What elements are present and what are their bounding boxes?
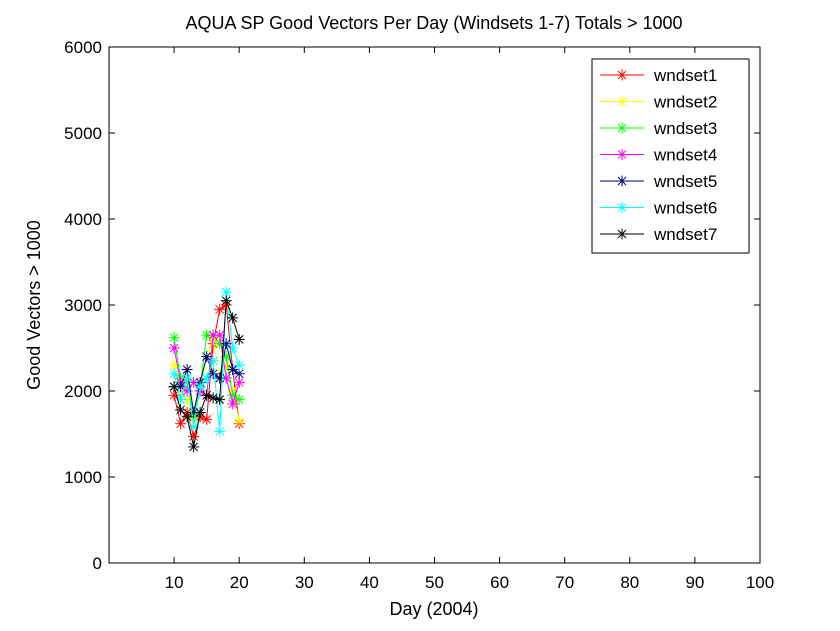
legend-label: wndset7	[653, 225, 717, 244]
y-tick-label: 6000	[64, 38, 102, 57]
y-tick-label: 2000	[64, 382, 102, 401]
data-point	[214, 329, 226, 341]
legend-marker	[616, 149, 628, 160]
series-wndset1	[168, 299, 245, 443]
data-point	[227, 342, 239, 354]
data-point	[175, 394, 187, 406]
series-layer	[168, 286, 245, 453]
data-point	[181, 372, 193, 384]
data-point	[201, 413, 213, 425]
legend-item-wndset1: wndset1	[600, 66, 717, 85]
y-tick-label: 0	[93, 554, 102, 573]
data-point	[233, 415, 245, 427]
legend: wndset1 wndset2 wndset3 wndset4 wndset5 wndse…	[591, 58, 750, 254]
x-tick-label: 80	[620, 573, 639, 592]
data-point	[207, 368, 219, 380]
data-point	[207, 355, 219, 367]
data-point	[194, 407, 206, 418]
legend-label: wndset2	[653, 93, 717, 112]
data-point	[214, 425, 226, 437]
data-point	[207, 392, 219, 404]
x-axis-label: Day (2004)	[389, 599, 478, 619]
x-tick-label: 60	[490, 573, 509, 592]
y-axis-label: Good Vectors > 1000	[24, 220, 44, 390]
y-tick-label: 5000	[64, 124, 102, 143]
legend-item-wndset4: wndset4	[600, 146, 717, 165]
data-point	[188, 431, 200, 443]
data-point	[188, 441, 200, 453]
x-tick-label: 30	[295, 573, 314, 592]
y-tick-label: 1000	[64, 468, 102, 487]
data-point	[168, 332, 180, 344]
axis-ticks	[109, 46, 761, 564]
data-point	[227, 312, 239, 324]
x-tick-label: 50	[425, 573, 444, 592]
legend-label: wndset6	[653, 199, 717, 218]
data-point	[233, 333, 245, 345]
data-point	[201, 329, 213, 341]
x-tick-label: 100	[746, 573, 774, 592]
data-point	[214, 372, 226, 384]
legend-marker	[616, 122, 628, 134]
data-point	[214, 394, 226, 406]
legend-item-wndset7: wndset7	[600, 225, 717, 244]
x-tick-label: 70	[555, 573, 574, 592]
legend-marker	[616, 175, 628, 187]
x-tick-label: 90	[685, 573, 704, 592]
series-wndset6	[168, 286, 245, 437]
chart-title: AQUA SP Good Vectors Per Day (Windsets 1…	[185, 13, 682, 33]
legend-label: wndset5	[653, 172, 717, 191]
legend-item-wndset5: wndset5	[600, 172, 717, 191]
x-tick-label: 10	[165, 573, 184, 592]
x-tick-label: 20	[230, 573, 249, 592]
y-tick-label: 4000	[64, 210, 102, 229]
legend-marker	[616, 69, 628, 81]
legend-box	[591, 58, 750, 254]
data-point	[227, 364, 239, 375]
data-point	[188, 376, 200, 388]
legend-item-wndset3: wndset3	[600, 119, 717, 138]
legend-label: wndset1	[653, 66, 717, 85]
data-point	[201, 372, 213, 384]
legend-marker	[616, 96, 628, 107]
data-point	[175, 418, 187, 430]
data-point	[214, 303, 226, 315]
legend-item-wndset2: wndset2	[600, 93, 717, 112]
y-tick-label: 3000	[64, 296, 102, 315]
series-wndset7	[168, 295, 245, 453]
x-tick-labels: 10 20 30 40 50 60 70 80 90 100	[165, 573, 775, 592]
data-point	[227, 398, 239, 410]
data-point	[175, 404, 187, 416]
data-point	[168, 368, 180, 380]
data-point	[201, 351, 213, 363]
data-point	[220, 295, 232, 307]
legend-label: wndset3	[653, 119, 717, 138]
data-point	[181, 411, 193, 423]
legend-item-wndset6: wndset6	[600, 199, 717, 218]
y-tick-labels: 0 1000 2000 3000 4000 5000 6000	[64, 38, 102, 573]
data-point	[168, 381, 180, 393]
data-point	[194, 381, 206, 393]
legend-marker	[616, 202, 628, 213]
data-point	[168, 342, 180, 354]
data-point	[233, 359, 245, 371]
legend-marker	[616, 228, 628, 240]
x-tick-label: 40	[360, 573, 379, 592]
legend-label: wndset4	[653, 146, 717, 165]
data-point	[233, 394, 245, 406]
